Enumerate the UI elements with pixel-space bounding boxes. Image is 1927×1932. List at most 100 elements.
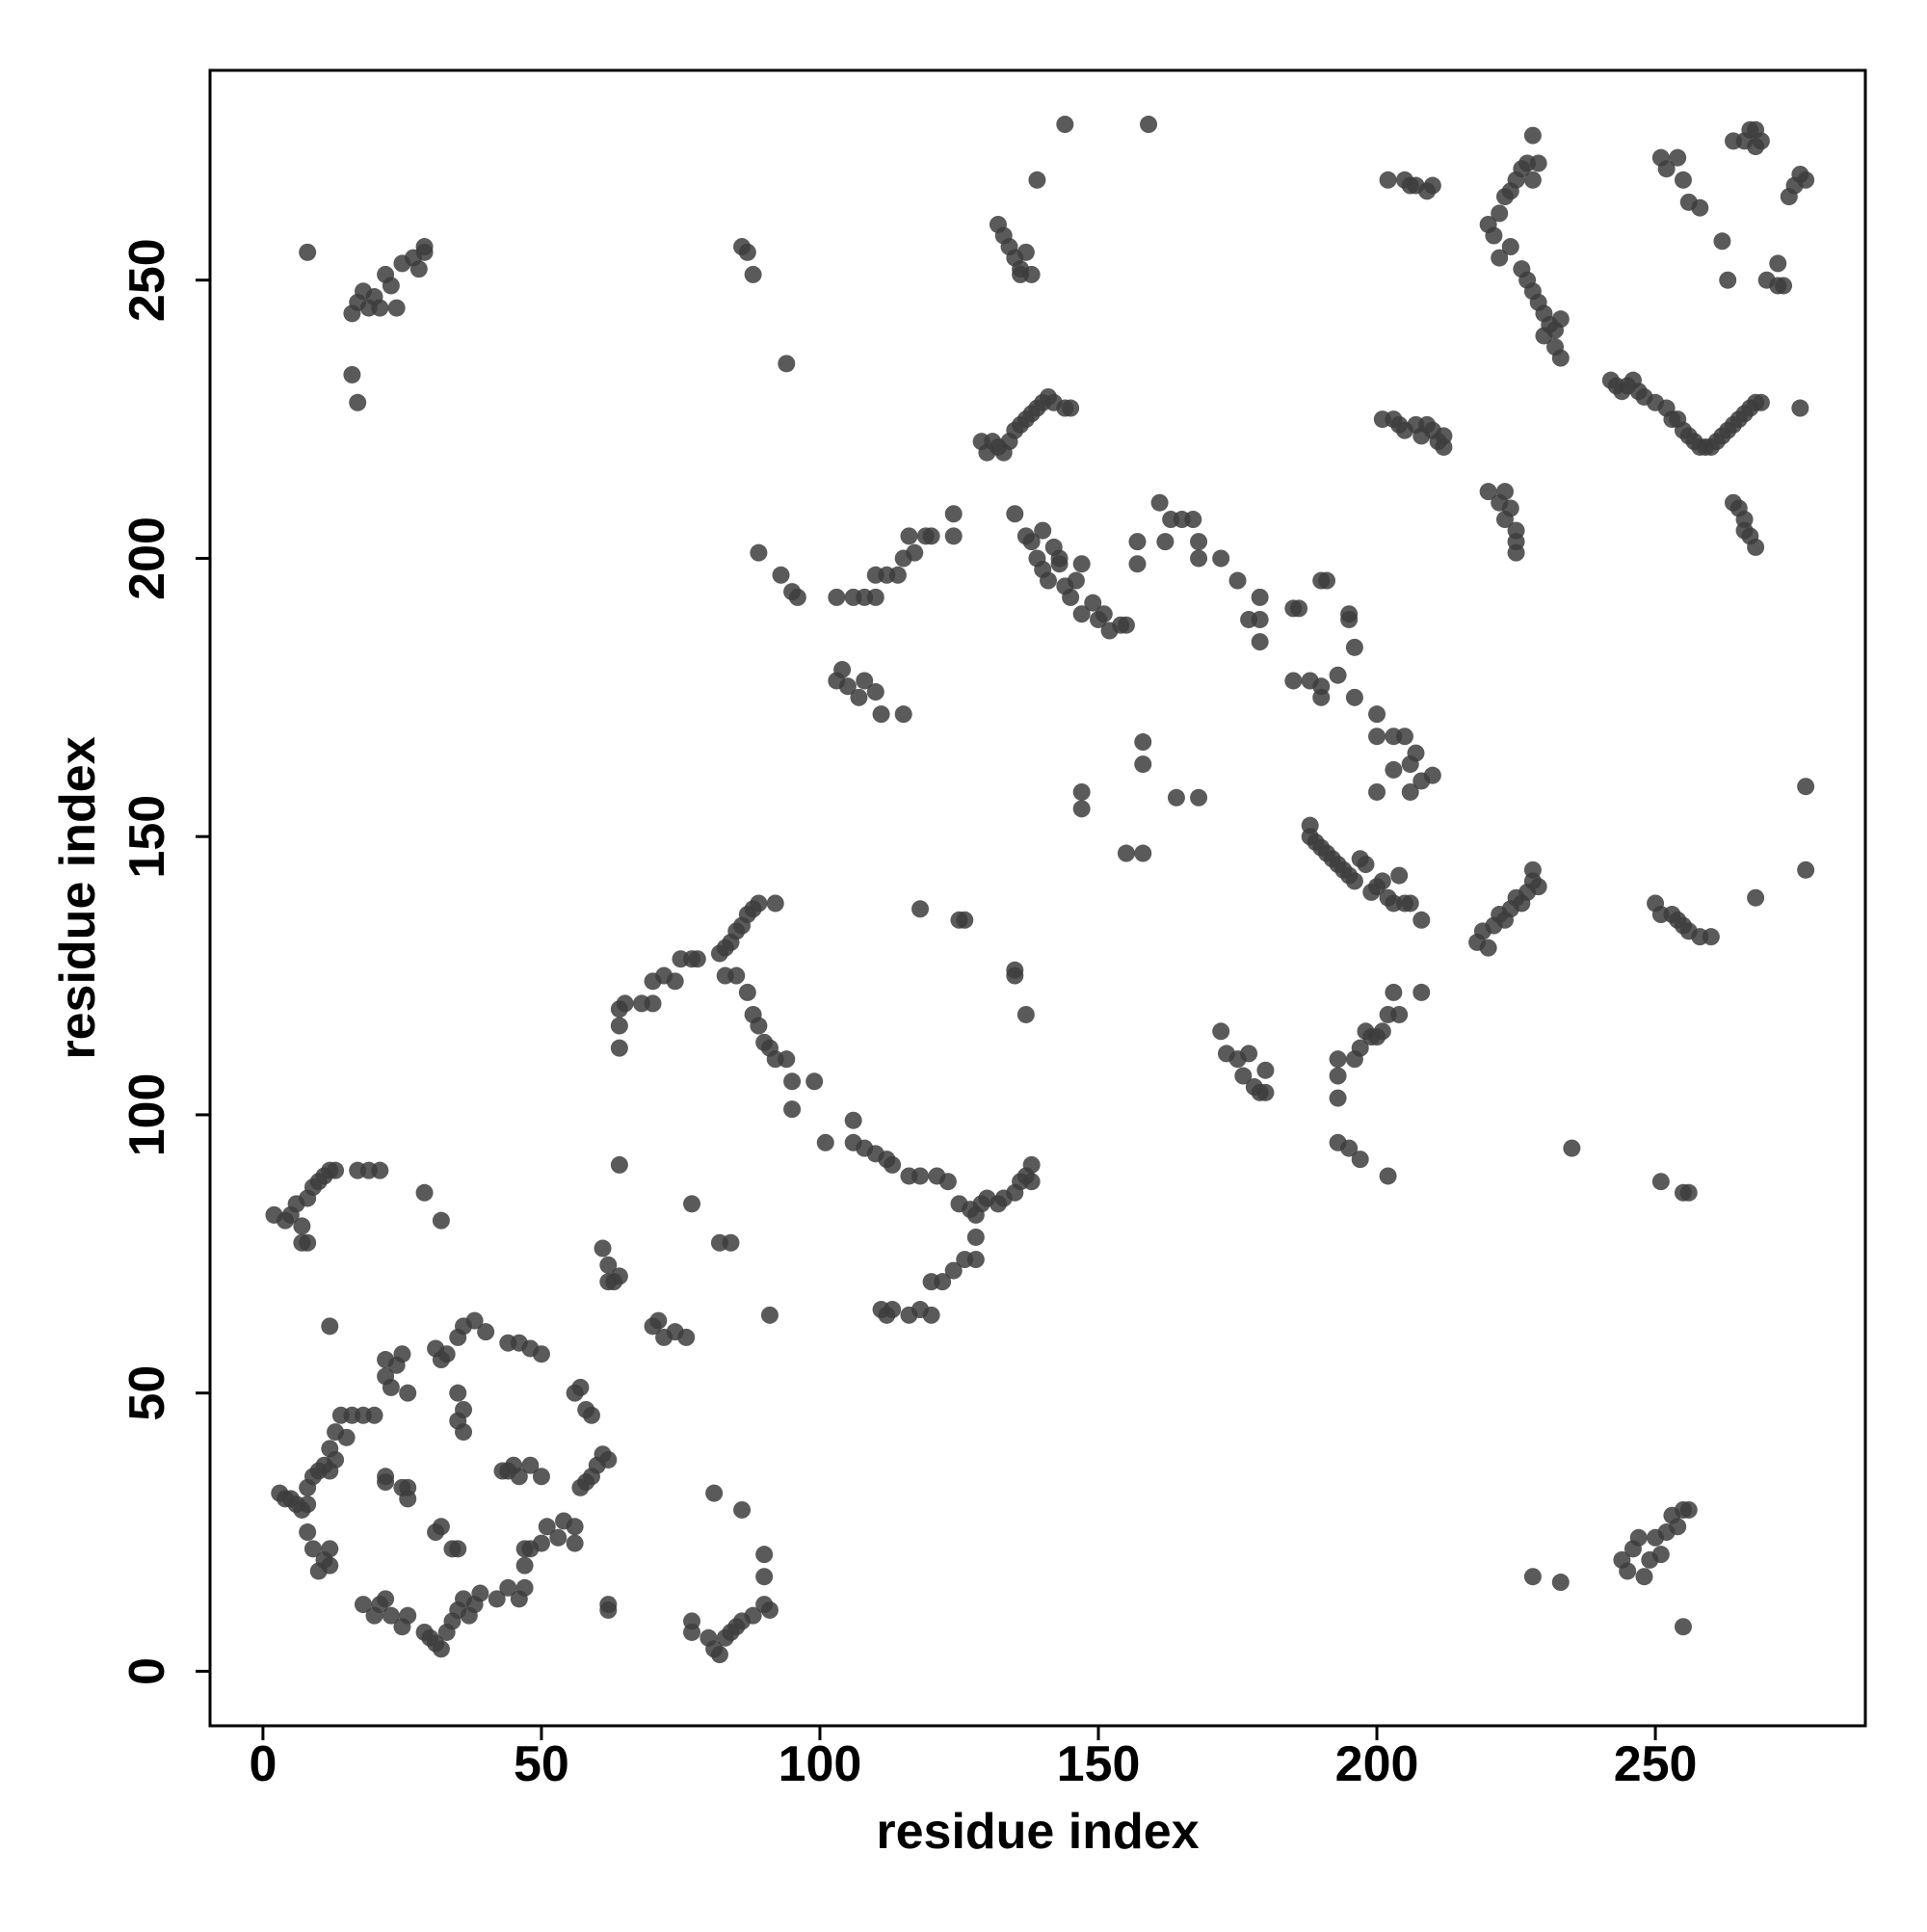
point	[321, 1317, 339, 1336]
point	[722, 1233, 740, 1252]
point	[1713, 232, 1731, 251]
point	[1190, 533, 1208, 551]
point	[1156, 533, 1175, 551]
point	[1256, 1083, 1275, 1101]
point	[432, 1518, 450, 1536]
point	[1084, 594, 1102, 612]
point	[1495, 483, 1514, 501]
plot-frame	[208, 68, 1867, 1728]
plot-area	[265, 116, 1815, 1664]
y-axis-title: residue index	[50, 736, 106, 1059]
point	[1234, 1067, 1253, 1085]
point	[599, 1256, 618, 1274]
point	[499, 1334, 517, 1352]
point	[488, 1590, 506, 1608]
point	[1039, 571, 1057, 590]
point	[888, 566, 907, 584]
point	[911, 1167, 930, 1185]
point	[644, 994, 662, 1013]
x-axis-title: residue index	[876, 1804, 1199, 1860]
point	[944, 527, 963, 545]
point	[415, 1183, 434, 1202]
point	[710, 1646, 728, 1664]
point	[1379, 1167, 1397, 1185]
x-tick-label: 150	[1057, 1736, 1141, 1792]
point	[1167, 788, 1185, 807]
point	[856, 672, 874, 690]
point	[683, 1623, 701, 1641]
point	[1379, 171, 1397, 189]
point	[828, 588, 846, 606]
point	[321, 1556, 339, 1575]
point	[599, 1450, 618, 1469]
point	[1128, 555, 1147, 573]
point	[1651, 1173, 1670, 1191]
point	[399, 1606, 417, 1625]
point	[677, 1328, 696, 1346]
point	[1390, 866, 1409, 885]
point	[938, 1173, 957, 1191]
point	[944, 505, 963, 523]
point	[1312, 688, 1331, 706]
point	[1651, 1546, 1670, 1564]
point	[1357, 856, 1375, 874]
point	[532, 1468, 550, 1486]
point	[1072, 605, 1091, 623]
point	[727, 966, 746, 985]
point	[1679, 1183, 1698, 1202]
point	[1423, 766, 1441, 784]
point	[515, 1578, 534, 1597]
point	[449, 1412, 467, 1430]
point	[1747, 538, 1765, 556]
point	[956, 1251, 974, 1269]
point	[415, 238, 434, 256]
point	[1395, 728, 1413, 746]
point	[1072, 555, 1091, 573]
point	[666, 972, 684, 991]
point	[610, 1017, 628, 1035]
point	[1290, 599, 1308, 618]
point	[766, 894, 784, 913]
point	[1719, 271, 1737, 289]
point	[755, 1546, 774, 1564]
point	[1095, 605, 1113, 623]
point	[449, 1540, 467, 1558]
point	[1134, 755, 1152, 774]
y-tick-label: 50	[119, 1365, 175, 1421]
point	[1791, 399, 1809, 417]
point	[1523, 126, 1542, 145]
point	[1251, 633, 1269, 651]
point	[1134, 733, 1152, 752]
point	[1551, 1574, 1570, 1592]
point	[1345, 872, 1363, 890]
point	[1028, 171, 1046, 189]
point	[354, 1596, 372, 1614]
point	[956, 911, 974, 929]
point	[738, 243, 756, 261]
y-tick-label: 200	[119, 516, 175, 600]
point	[884, 1155, 902, 1174]
point	[1752, 393, 1770, 411]
point	[427, 1339, 445, 1358]
point	[432, 1211, 450, 1230]
point	[1619, 1562, 1637, 1580]
y-tick-label: 0	[119, 1657, 175, 1685]
point	[1752, 132, 1770, 150]
point	[1669, 148, 1687, 167]
point	[738, 983, 756, 1001]
point	[783, 1100, 802, 1119]
point	[1501, 499, 1519, 517]
point	[1679, 1500, 1698, 1519]
point	[321, 1540, 339, 1558]
point	[1797, 171, 1815, 189]
point	[1251, 588, 1269, 606]
point	[299, 1233, 317, 1252]
point	[750, 543, 768, 562]
point	[772, 566, 790, 584]
point	[900, 1306, 918, 1324]
point	[1140, 116, 1158, 134]
point	[1006, 966, 1024, 985]
point	[1657, 160, 1676, 178]
x-tick-label: 0	[249, 1736, 277, 1792]
point	[649, 1311, 668, 1330]
